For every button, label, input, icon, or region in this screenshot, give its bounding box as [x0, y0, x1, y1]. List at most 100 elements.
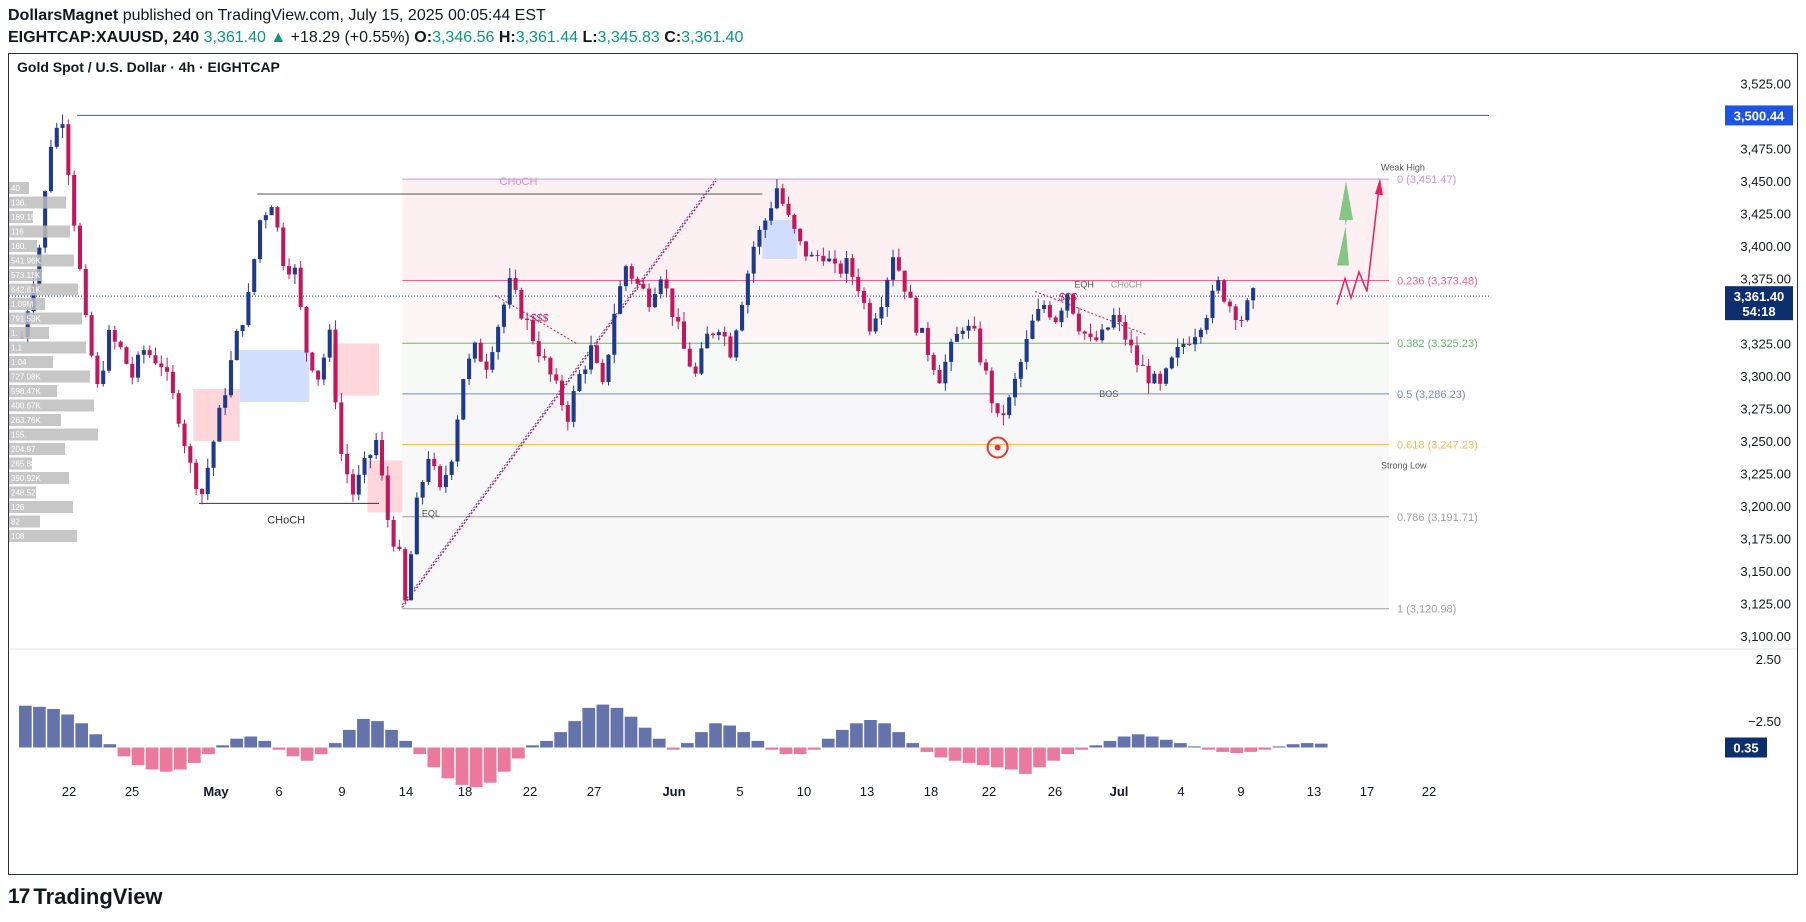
oscillator-bar — [835, 729, 849, 748]
volume-profile-bar — [9, 486, 36, 499]
volume-profile-bar — [9, 530, 77, 542]
oscillator-bar — [737, 732, 751, 748]
publish-date: published on TradingView.com, July 15, 2… — [122, 7, 546, 24]
y-tick-label: 3,400.00 — [1740, 239, 1791, 254]
candle-body — [914, 297, 919, 333]
author-name[interactable]: DollarsMagnet — [8, 7, 119, 24]
close-label: C: — [664, 29, 682, 46]
oscillator-bar — [850, 723, 863, 748]
high-label: H: — [498, 29, 516, 46]
y-tick-label: 3,325.00 — [1740, 337, 1791, 352]
oscillator-bar — [75, 723, 89, 748]
oscillator-bar — [976, 747, 990, 766]
volume-profile-bar — [9, 515, 40, 528]
tradingview-logo-text: TradingView — [33, 884, 163, 909]
candle-body — [786, 203, 791, 215]
candle-body — [803, 241, 808, 257]
candle-body — [484, 361, 489, 370]
volume-profile-bar — [9, 196, 66, 209]
candle-body — [1198, 329, 1203, 338]
fib-level-label: 0.382 (3,325.23) — [1397, 338, 1478, 350]
eql-label: EQL — [422, 508, 440, 518]
candle-body — [850, 258, 855, 277]
candle-body — [530, 319, 536, 342]
oscillator-bar — [821, 738, 835, 748]
candle-body — [1030, 320, 1035, 339]
oscillator-bar — [512, 747, 525, 759]
candle-body — [1042, 305, 1047, 310]
projection-path — [1336, 187, 1380, 305]
x-tick-label: 5 — [736, 784, 743, 799]
candle-body — [501, 304, 506, 327]
oscillator-bar — [610, 707, 624, 748]
open-label: O: — [414, 29, 433, 46]
price-chart[interactable]: 0 (3,451.47) 0.236 (3,373.48) 0.382 (3,325… — [9, 54, 1797, 874]
y-tick-label: 3,250.00 — [1740, 434, 1791, 449]
volume-profile-label: 390.92K — [11, 474, 41, 483]
oscillator-bar — [695, 732, 708, 748]
x-tick-label: 4 — [1177, 784, 1184, 799]
candle-body — [693, 366, 698, 374]
x-tick-label: Jun — [662, 784, 685, 799]
candle-body — [298, 267, 303, 308]
candle-body — [1001, 413, 1006, 416]
candle-body — [147, 350, 152, 356]
oscillator-bar — [1117, 736, 1131, 748]
candle-body — [600, 362, 605, 382]
y-tick-label: 3,200.00 — [1740, 499, 1791, 514]
oscillator-bar — [300, 747, 314, 761]
choch-top-label: CHoCH — [500, 176, 538, 188]
candle-body — [1204, 317, 1209, 330]
oscillator-bar — [1033, 747, 1046, 768]
volume-profile-label: 189.15 — [11, 213, 36, 222]
high-value: 3,361.44 — [515, 29, 578, 46]
candle-body — [525, 318, 530, 320]
fib-zone — [402, 280, 1389, 344]
tradingview-logo-icon: 17 — [8, 885, 30, 908]
oscillator-bar — [469, 747, 483, 788]
candle-body — [77, 225, 83, 269]
oscillator-bar — [216, 745, 229, 748]
oscillator-bar — [1075, 747, 1089, 750]
bos-label: BOS — [1099, 389, 1118, 399]
candle-body — [623, 266, 628, 287]
candle-body — [112, 330, 117, 342]
oscillator-bar — [878, 723, 891, 748]
candle-body — [403, 549, 408, 601]
candle-body — [809, 254, 814, 257]
candle-body — [1047, 305, 1052, 318]
oscillator-bar — [681, 743, 694, 748]
candle-body — [763, 220, 768, 230]
candle-body — [1129, 339, 1134, 346]
tradingview-footer[interactable]: 17 TradingView — [8, 884, 163, 910]
candle-body — [583, 369, 588, 374]
volume-profile-label: 82 — [11, 518, 20, 527]
candle-body — [519, 289, 524, 319]
x-tick-label: 9 — [338, 784, 345, 799]
oscillator-bar — [624, 716, 638, 748]
candle-body — [867, 302, 872, 332]
volume-profile-bar — [9, 254, 74, 267]
candle-body — [246, 291, 251, 326]
candle-body — [670, 288, 675, 318]
candle-body — [978, 328, 983, 363]
oscillator-bar — [652, 738, 666, 748]
y-tick-label: 3,425.00 — [1740, 207, 1791, 222]
last-price: 3,361.40 — [203, 29, 266, 46]
candle-body — [48, 146, 53, 192]
volume-profile-bar — [9, 414, 61, 426]
volume-profile-bar — [9, 501, 73, 513]
volume-profile-bar — [9, 385, 57, 397]
candle-body — [1245, 300, 1250, 321]
oscillator-bar — [807, 747, 821, 750]
oscillator-bar — [666, 747, 680, 750]
oscillator-bar — [173, 747, 187, 770]
candle-body — [635, 278, 640, 284]
oscillator-bar — [723, 725, 736, 748]
volume-profile-bar — [9, 211, 33, 223]
volume-profile-bar — [9, 225, 70, 238]
candle-body — [257, 220, 263, 260]
volume-profile-bar — [9, 356, 53, 368]
candle-body — [548, 357, 553, 375]
candle-body — [943, 361, 948, 384]
